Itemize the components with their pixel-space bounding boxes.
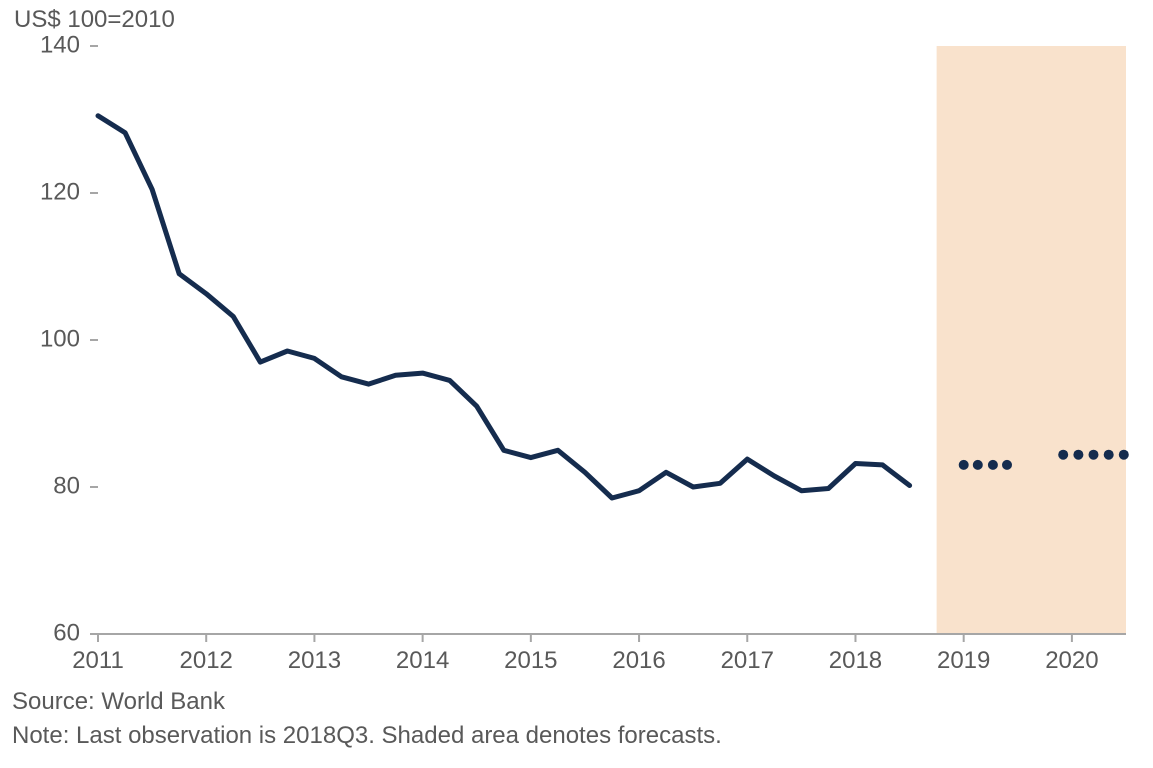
chart-plot-area: 60 80 100 120 140 2011 2012 2013 2014 2015 2016 201… <box>0 0 1153 768</box>
x-tick-label: 2012 <box>180 647 233 674</box>
x-tick-label: 2013 <box>288 647 341 674</box>
x-tick-label: 2011 <box>72 647 124 674</box>
series-forecast-dot <box>959 460 969 470</box>
y-tick-label: 120 <box>40 178 80 205</box>
chart-source: Source: World Bank <box>12 686 225 717</box>
chart-container: US$ 100=2010 608010012014020112012201320… <box>0 0 1153 768</box>
y-tick-label: 100 <box>40 325 80 352</box>
y-tick-label: 60 <box>53 619 80 646</box>
x-tick-label: 2017 <box>721 647 774 674</box>
series-forecast-dot <box>988 460 998 470</box>
series-actual-line <box>98 116 910 498</box>
series-forecast-dot <box>1073 450 1083 460</box>
x-tick-label: 2018 <box>829 647 882 674</box>
x-tick-label: 2014 <box>396 647 449 674</box>
x-tick-label: 2020 <box>1045 647 1098 674</box>
series-forecast-dot <box>1002 460 1012 470</box>
series-forecast-dot <box>1119 450 1129 460</box>
series-forecast-dot <box>1104 450 1114 460</box>
series-forecast-dot <box>973 460 983 470</box>
chart-note: Note: Last observation is 2018Q3. Shaded… <box>12 720 722 751</box>
y-tick-label: 140 <box>40 31 80 58</box>
forecast-shade <box>937 46 1126 634</box>
x-tick-label: 2016 <box>612 647 665 674</box>
x-tick-label: 2015 <box>504 647 557 674</box>
x-tick-label: 2019 <box>937 647 990 674</box>
series-forecast-dot <box>1089 450 1099 460</box>
series-forecast-dot <box>1058 450 1068 460</box>
y-tick-label: 80 <box>53 472 80 499</box>
